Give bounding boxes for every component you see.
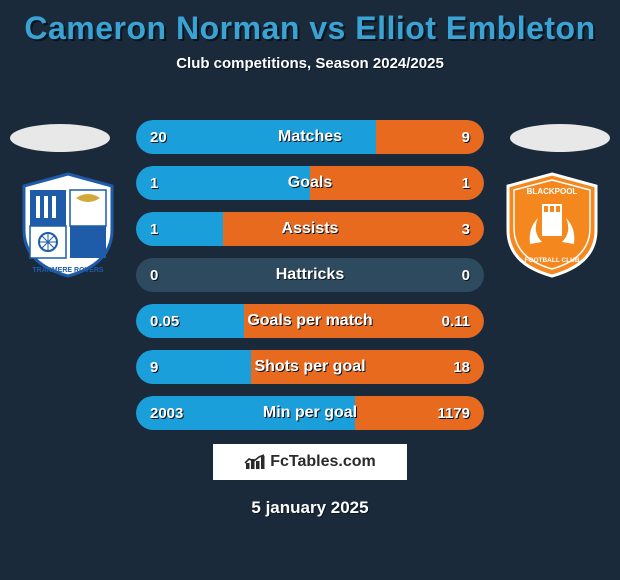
stat-label: Matches <box>136 120 484 154</box>
stat-value-left: 0 <box>150 258 158 292</box>
page-title: Cameron Norman vs Elliot Embleton <box>0 0 620 47</box>
stat-value-right: 0 <box>462 258 470 292</box>
svg-text:FOOTBALL CLUB: FOOTBALL CLUB <box>524 257 579 264</box>
stat-value-right: 18 <box>453 350 470 384</box>
stat-value-right: 1179 <box>437 396 470 430</box>
chart-icon <box>244 453 266 471</box>
stat-row: Assists1 3 <box>136 212 484 246</box>
stat-row: Hattricks0 0 <box>136 258 484 292</box>
stat-label: Shots per goal <box>136 350 484 384</box>
stat-value-left: 0.05 <box>150 304 179 338</box>
date-stamp: 5 january 2025 <box>0 498 620 518</box>
stat-row: Goals1 1 <box>136 166 484 200</box>
stat-value-left: 1 <box>150 212 158 246</box>
stat-value-left: 9 <box>150 350 158 384</box>
subtitle: Club competitions, Season 2024/2025 <box>0 55 620 72</box>
club-crest-right: BLACKPOOL FOOTBALL CLUB <box>502 170 602 280</box>
stat-label: Hattricks <box>136 258 484 292</box>
stat-value-right: 1 <box>462 166 470 200</box>
svg-text:TRANMERE ROVERS: TRANMERE ROVERS <box>32 267 104 274</box>
stat-label: Goals <box>136 166 484 200</box>
stat-value-right: 3 <box>462 212 470 246</box>
stat-row: Matches20 9 <box>136 120 484 154</box>
stat-label: Goals per match <box>136 304 484 338</box>
player-photo-right <box>510 124 610 152</box>
stat-row: Shots per goal9 18 <box>136 350 484 384</box>
player-photo-left <box>10 124 110 152</box>
stat-label: Min per goal <box>136 396 484 430</box>
club-crest-left: TRANMERE ROVERS <box>18 170 118 280</box>
stat-value-right: 0.11 <box>442 304 470 338</box>
stat-value-left: 1 <box>150 166 158 200</box>
stat-value-right: 9 <box>462 120 470 154</box>
stat-row: Min per goal2003 1179 <box>136 396 484 430</box>
svg-text:BLACKPOOL: BLACKPOOL <box>527 187 578 196</box>
stat-row: Goals per match0.05 0.11 <box>136 304 484 338</box>
brand-text: FcTables.com <box>270 453 376 471</box>
stat-label: Assists <box>136 212 484 246</box>
brand-badge: FcTables.com <box>213 444 407 480</box>
comparison-bars: Matches209Goals11Assists13Hattricks00Goa… <box>136 120 484 442</box>
stat-value-left: 2003 <box>150 396 183 430</box>
stat-value-left: 20 <box>150 120 167 154</box>
